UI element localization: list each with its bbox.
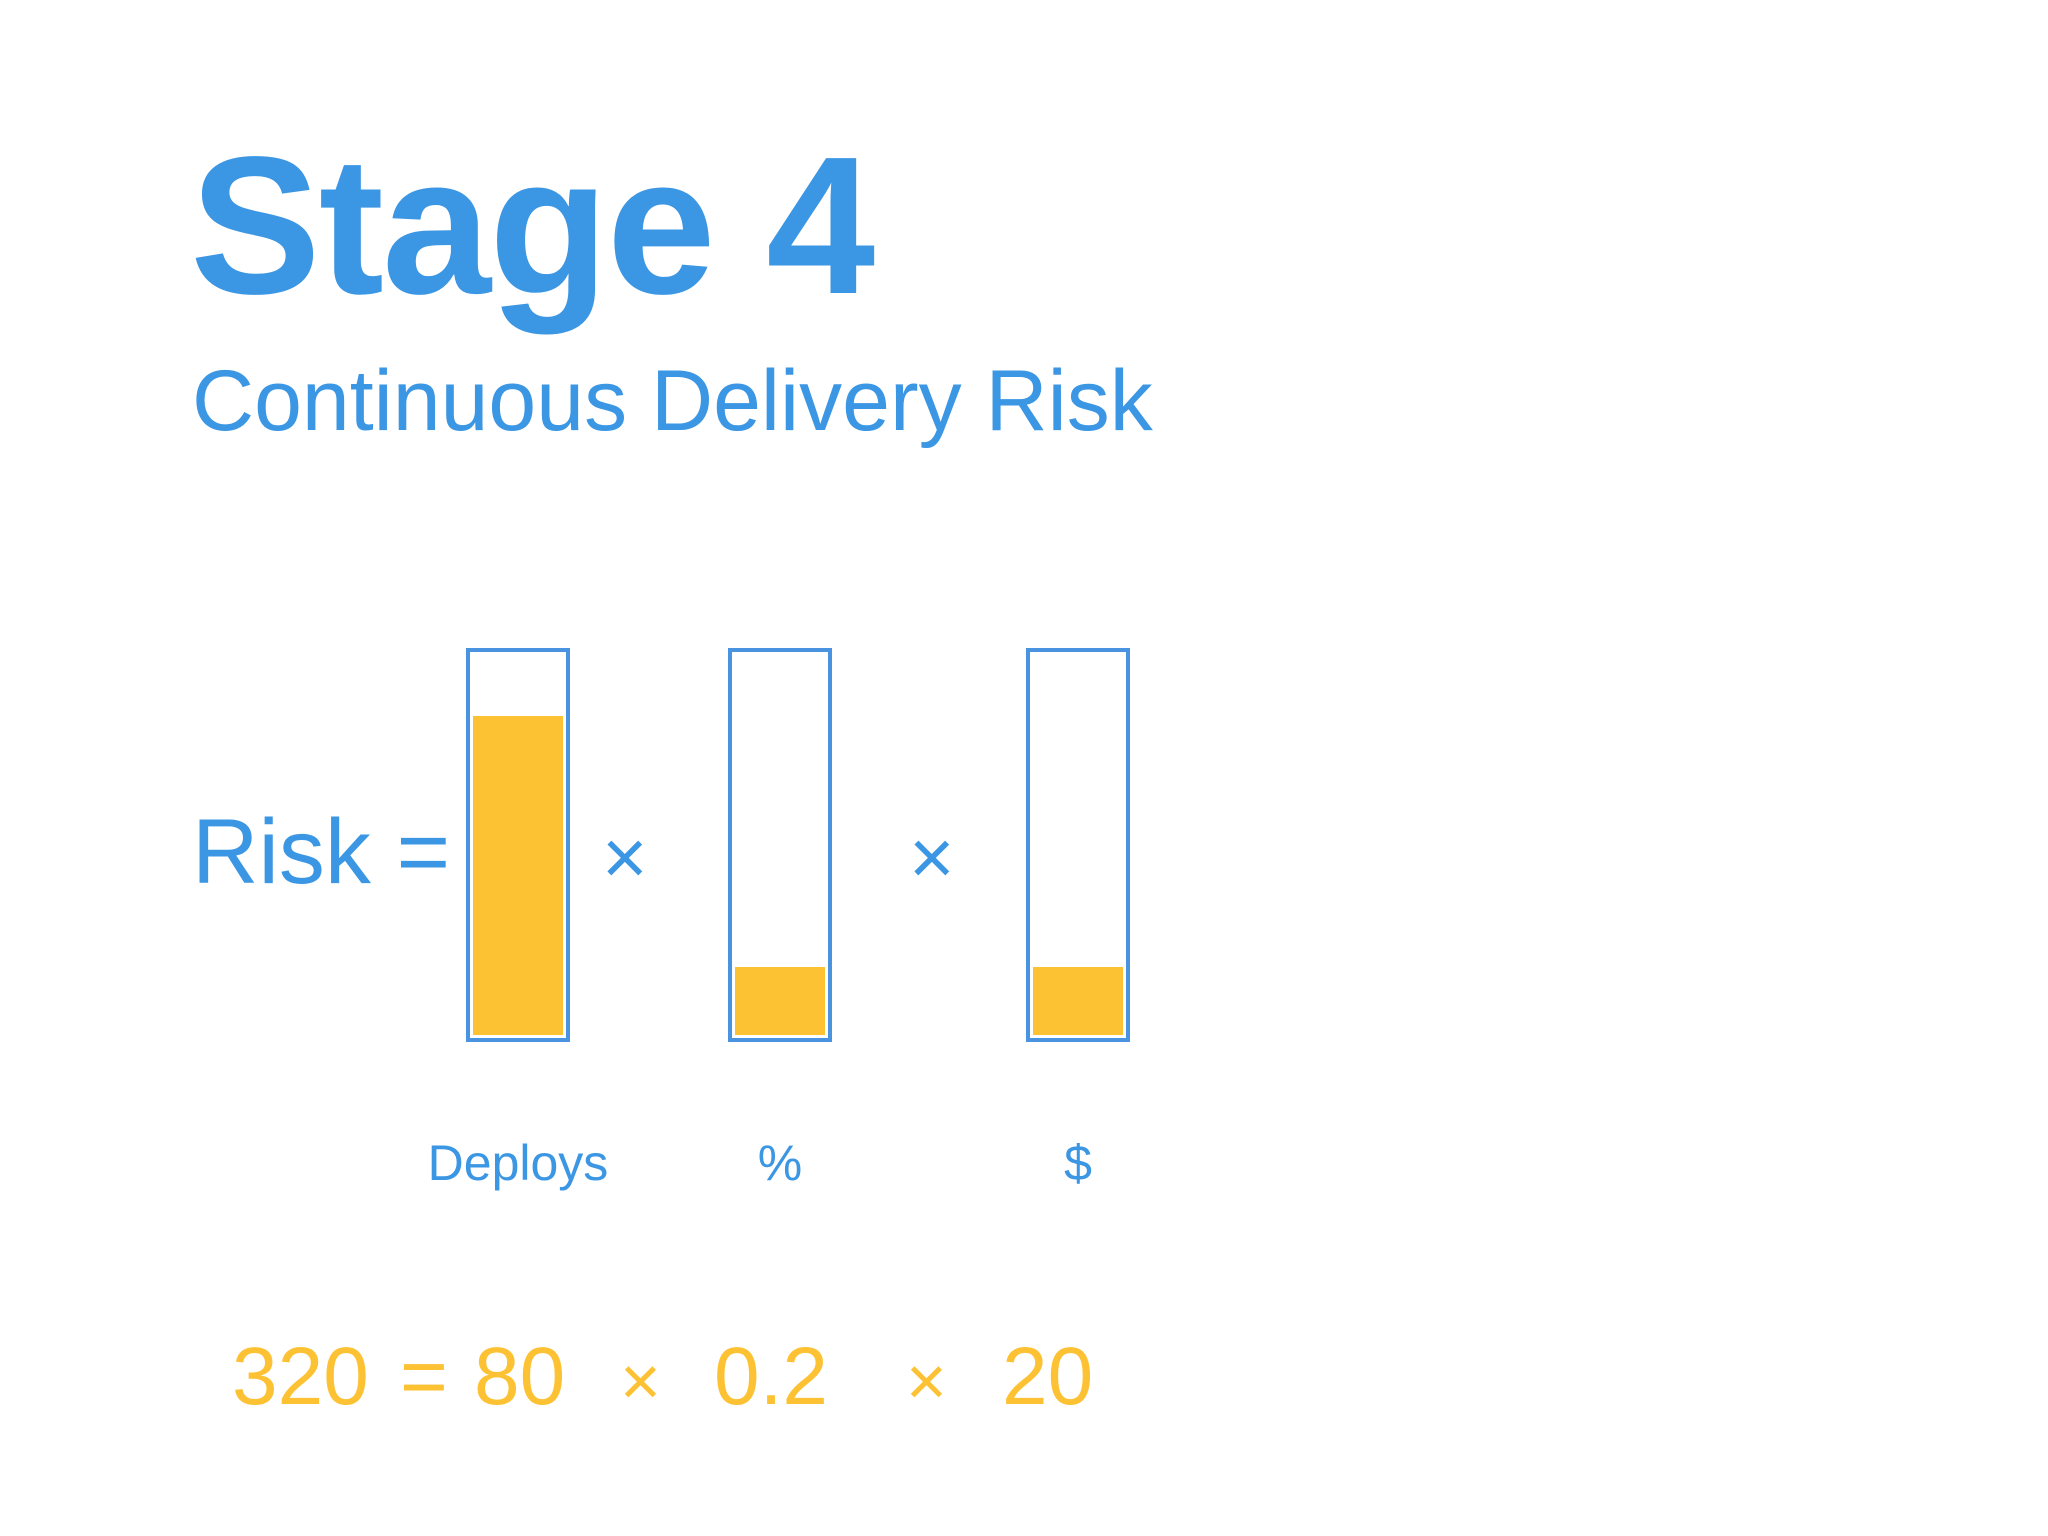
equation-value-dollar: 20 <box>1002 1331 1094 1422</box>
gauge-deploys <box>466 648 570 1042</box>
multiply-operator-2: × <box>909 813 955 901</box>
equation-value-deploys: 80 <box>474 1331 566 1422</box>
gauge-failure-rate-fill <box>735 967 825 1035</box>
gauge-label-percent: % <box>757 1135 803 1191</box>
equation-multiply-2: × <box>906 1342 947 1420</box>
slide-title: Stage 4 <box>190 116 875 335</box>
slide-subtitle: Continuous Delivery Risk <box>192 353 1153 449</box>
gauge-failure-rate <box>728 648 832 1042</box>
equation-value-percent: 0.2 <box>714 1331 828 1422</box>
gauge-cost <box>1026 648 1130 1042</box>
equation-result: 320 <box>232 1331 369 1422</box>
gauge-label-dollar: $ <box>1064 1135 1092 1191</box>
gauge-cost-fill <box>1033 967 1123 1035</box>
formula-lhs: Risk = <box>192 801 451 903</box>
equation-equals: = <box>400 1331 448 1422</box>
gauge-label-deploys: Deploys <box>427 1135 609 1191</box>
gauge-deploys-fill <box>473 716 563 1035</box>
multiply-operator-1: × <box>602 813 648 901</box>
equation-multiply-1: × <box>620 1342 661 1420</box>
